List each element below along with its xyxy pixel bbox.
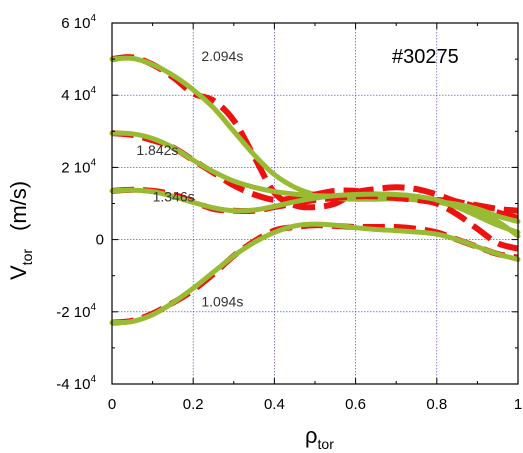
x-tick-label: 0.4	[264, 396, 285, 413]
x-tick-label: 0.6	[345, 396, 366, 413]
x-tick-label: 0.8	[426, 396, 447, 413]
y-axis-label-unit: (m/s)	[6, 181, 31, 231]
fitted-profile-line	[109, 187, 521, 235]
y-axis-label: Vtor (m/s)	[6, 181, 35, 280]
x-axis-label-symbol: ρ	[305, 423, 318, 448]
x-tick-labels: 0 0.2 0.4 0.6 0.8 1	[108, 396, 522, 413]
y-tick-mantissa: -2 10	[56, 304, 90, 321]
y-tick-label: 6 104	[61, 13, 96, 32]
y-axis-label-symbol: V	[6, 265, 31, 280]
profile-1-094s	[109, 221, 521, 326]
measured-profile-line	[111, 54, 519, 214]
profile-time-label: 1.346s	[153, 189, 195, 205]
x-tick-label: 0	[108, 396, 116, 413]
y-tick-mantissa: 0	[96, 232, 104, 249]
y-tick-mantissa: 2 10	[61, 159, 90, 176]
y-tick-label: -2 104	[56, 302, 96, 321]
profile-1-346s	[109, 186, 521, 252]
y-tick-label: 4 104	[61, 85, 96, 104]
y-tick-exponent: 4	[90, 157, 96, 168]
y-tick-label: 0	[96, 232, 104, 249]
profile-time-label: 2.094s	[201, 48, 243, 64]
series-layer	[109, 54, 521, 326]
y-tick-label: 2 104	[61, 157, 96, 176]
y-axis-label-subscript: tor	[19, 249, 35, 266]
fitted-profile-line	[109, 221, 521, 326]
y-tick-mantissa: 6 10	[61, 15, 90, 32]
tick-marks	[111, 22, 519, 385]
y-tick-exponent: 4	[90, 85, 96, 96]
shot-number-label: #30275	[392, 46, 459, 68]
x-axis-label-subscript: tor	[318, 436, 335, 452]
y-tick-mantissa: 4 10	[61, 87, 90, 104]
y-tick-exponent: 4	[90, 374, 96, 385]
x-tick-label: 0.2	[183, 396, 204, 413]
y-tick-mantissa: -4 10	[56, 376, 90, 393]
y-tick-exponent: 4	[90, 13, 96, 24]
profile-time-label: 1.842s	[136, 142, 178, 158]
y-tick-exponent: 4	[90, 302, 96, 313]
x-tick-label: 1	[514, 396, 522, 413]
y-tick-label: -4 104	[56, 374, 96, 393]
profile-time-label: 1.094s	[201, 293, 243, 309]
series-annotations: 2.094s 1.842s 1.346s 1.094s	[136, 48, 243, 309]
x-axis-label: ρtor	[305, 423, 334, 452]
